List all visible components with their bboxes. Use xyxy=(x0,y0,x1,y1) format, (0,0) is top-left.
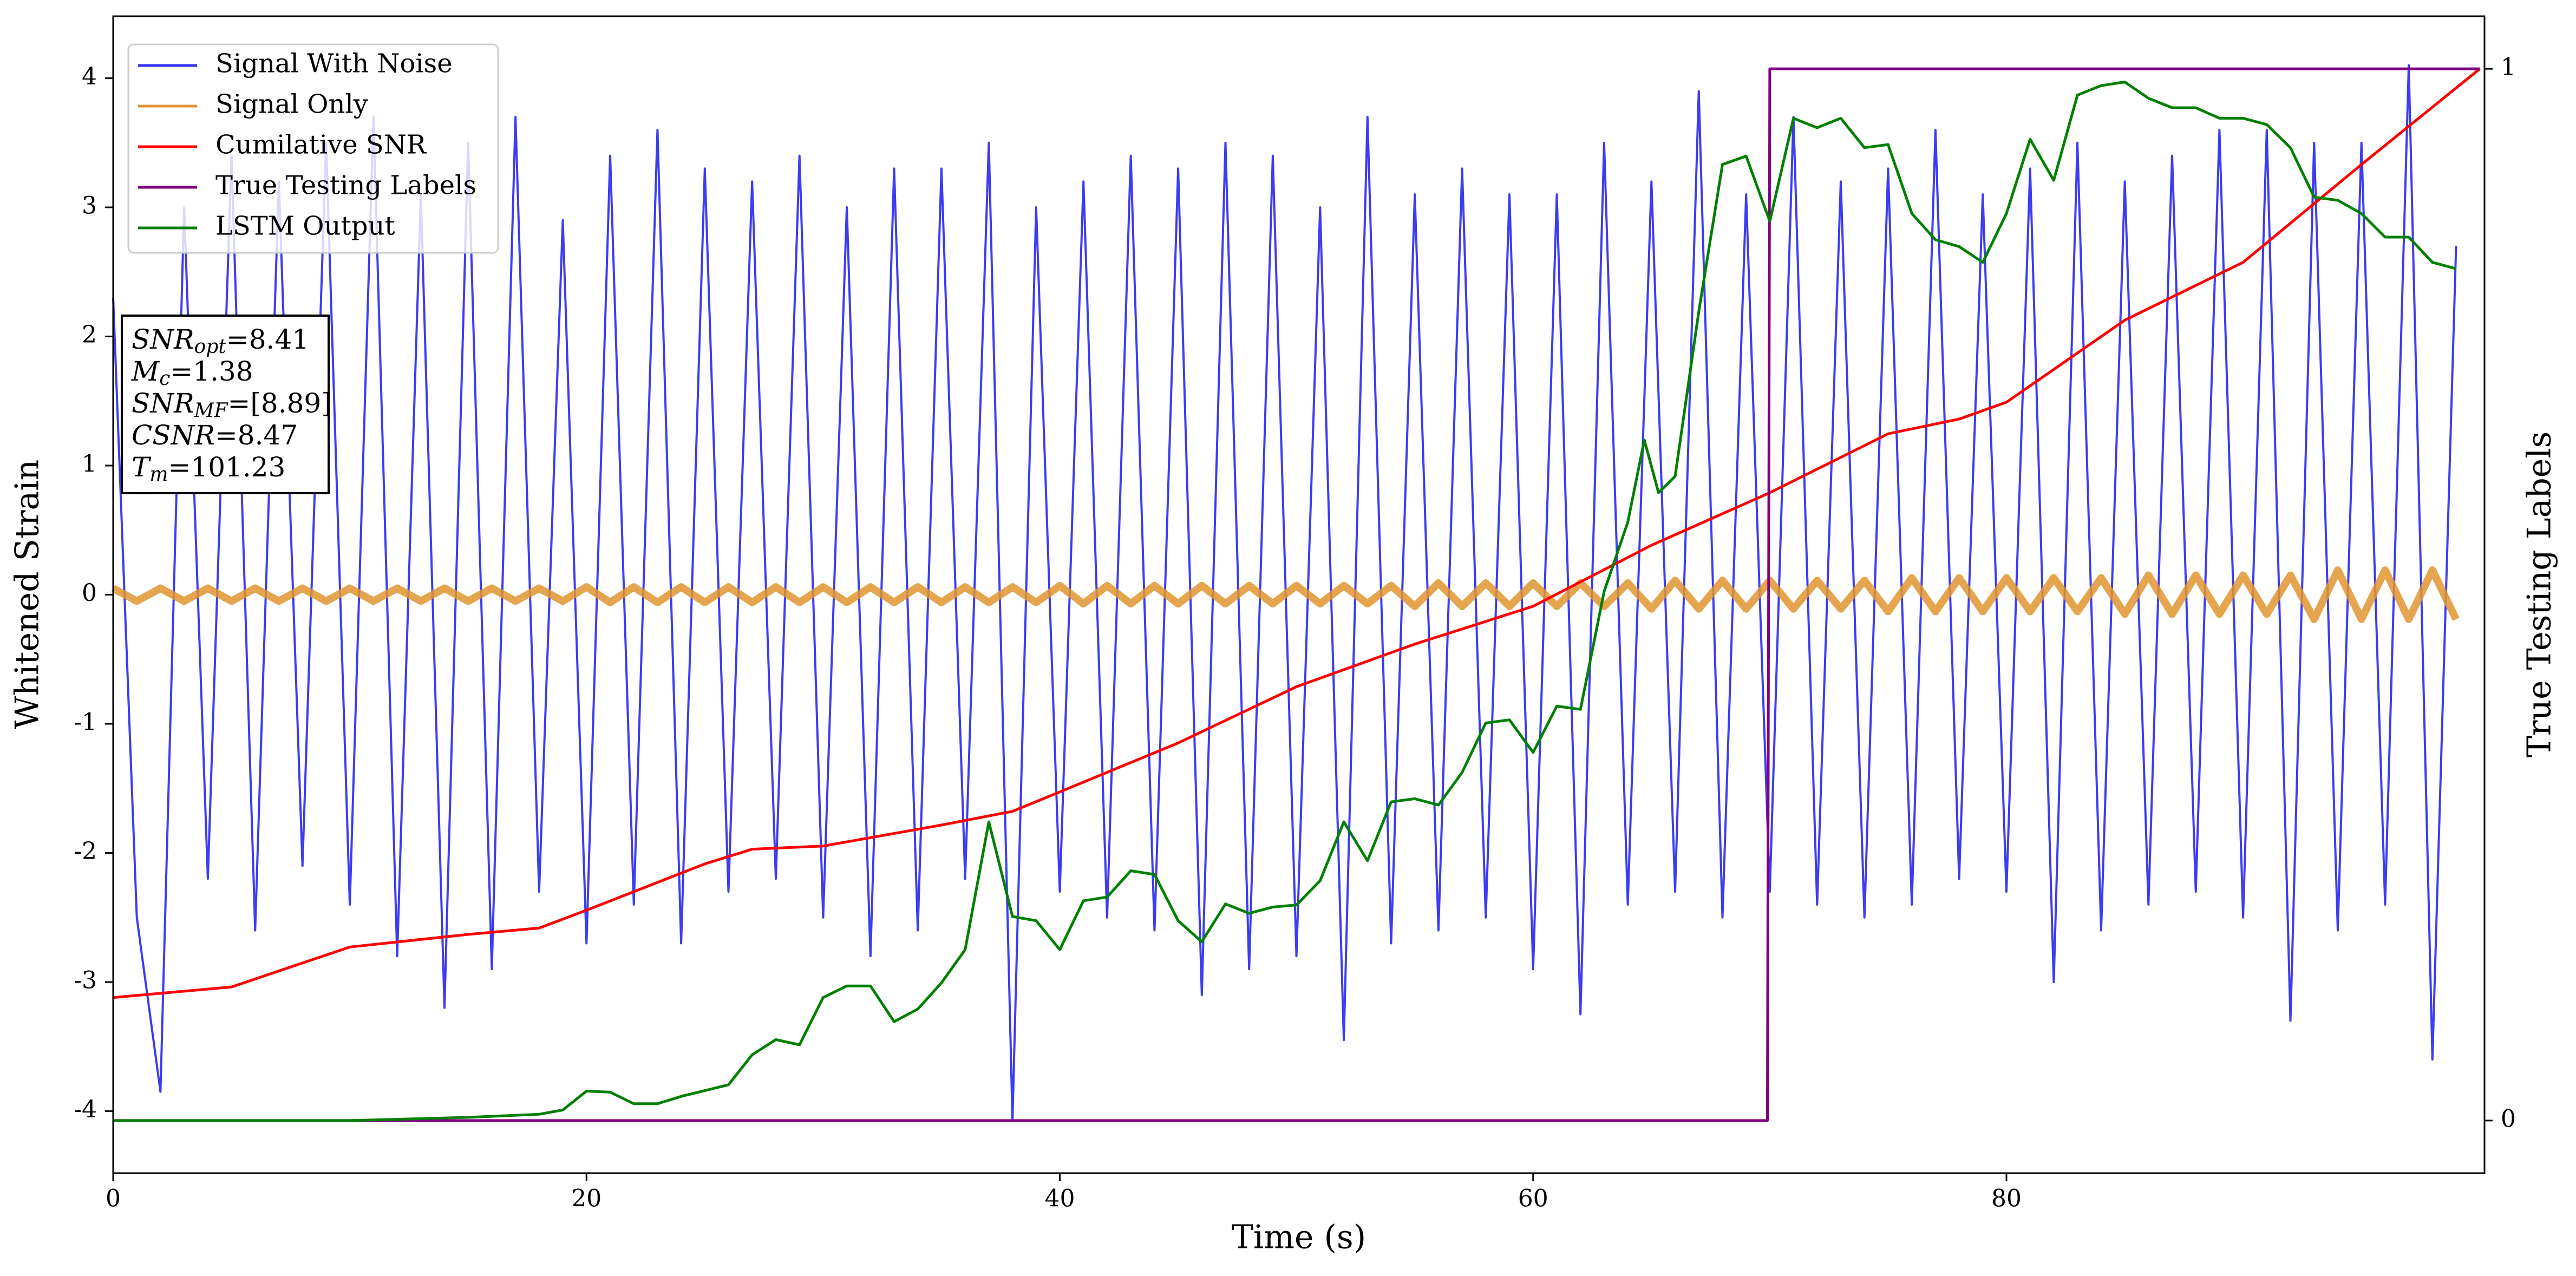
y2-tick-label: 0 xyxy=(2501,1105,2516,1133)
series-line xyxy=(113,68,2481,999)
legend-label: LSTM Output xyxy=(215,211,395,241)
x-tick-label: 40 xyxy=(1045,1185,1075,1213)
annotation-value: =101.23 xyxy=(168,451,286,483)
annotation-line: CSNR=8.47 xyxy=(132,420,298,451)
series-line xyxy=(112,64,2457,1122)
y-tick-label: -3 xyxy=(74,967,97,994)
x-tick-label: 80 xyxy=(1991,1185,2022,1213)
legend-box xyxy=(127,43,499,254)
legend: Signal With Noise Signal Only Cumilative S… xyxy=(127,43,499,254)
annotation-value: =8.47 xyxy=(215,420,298,451)
annotation-symbol: CSNR xyxy=(132,420,215,451)
y2-axis-label: True Testing Labels xyxy=(2521,431,2559,758)
y-tick-label: 1 xyxy=(82,450,97,477)
annotation-subscript: c xyxy=(159,368,170,390)
series-line xyxy=(111,566,2460,623)
annotation-box: SNRopt=8.41Mc=1.38SNRMF=[8.89]CSNR=8.47T… xyxy=(121,315,332,494)
series-line xyxy=(113,67,2480,1122)
y-tick-label: 2 xyxy=(82,321,97,349)
x-tick-label: 0 xyxy=(106,1185,121,1213)
annotation-symbol: SNR xyxy=(132,324,194,355)
annotation-line: Mc=1.38 xyxy=(131,356,253,390)
legend-label: True Testing Labels xyxy=(215,171,476,201)
y-tick-label: 4 xyxy=(82,63,97,90)
x-tick-label: 60 xyxy=(1518,1185,1548,1213)
annotation-value: =8.41 xyxy=(226,324,309,355)
annotation-line: Tm=101.23 xyxy=(132,451,285,486)
annotation-symbol: SNR xyxy=(132,388,194,419)
annotation-frame xyxy=(121,315,330,494)
annotation-value: =[8.89] xyxy=(228,388,332,419)
legend-label: Signal Only xyxy=(215,89,368,120)
y-tick-label: 0 xyxy=(82,579,97,607)
annotation-subscript: m xyxy=(149,463,168,486)
y-tick-label: 3 xyxy=(82,192,97,219)
y-tick-label: -4 xyxy=(74,1096,97,1123)
legend-label: Signal With Noise xyxy=(215,49,453,79)
plot-area xyxy=(111,64,2481,1122)
annotation-subscript: opt xyxy=(194,336,227,358)
annotation-symbol: M xyxy=(131,356,160,387)
annotation-line: SNRopt=8.41 xyxy=(132,324,309,358)
series-line xyxy=(113,80,2457,1122)
annotation-symbol: T xyxy=(132,451,152,483)
legend-label: Cumilative SNR xyxy=(215,130,427,160)
y-tick-label: -2 xyxy=(74,837,97,865)
y-axis-label: Whitened Strain xyxy=(9,460,47,729)
y2-tick-label: 1 xyxy=(2501,54,2516,81)
annotation-line: SNRMF=[8.89] xyxy=(132,388,332,422)
y-tick-label: -1 xyxy=(74,709,97,736)
annotation-value: =1.38 xyxy=(170,356,253,387)
x-axis-label: Time (s) xyxy=(1232,1219,1366,1257)
annotation-subscript: MF xyxy=(194,400,229,422)
x-tick-label: 20 xyxy=(571,1185,601,1213)
